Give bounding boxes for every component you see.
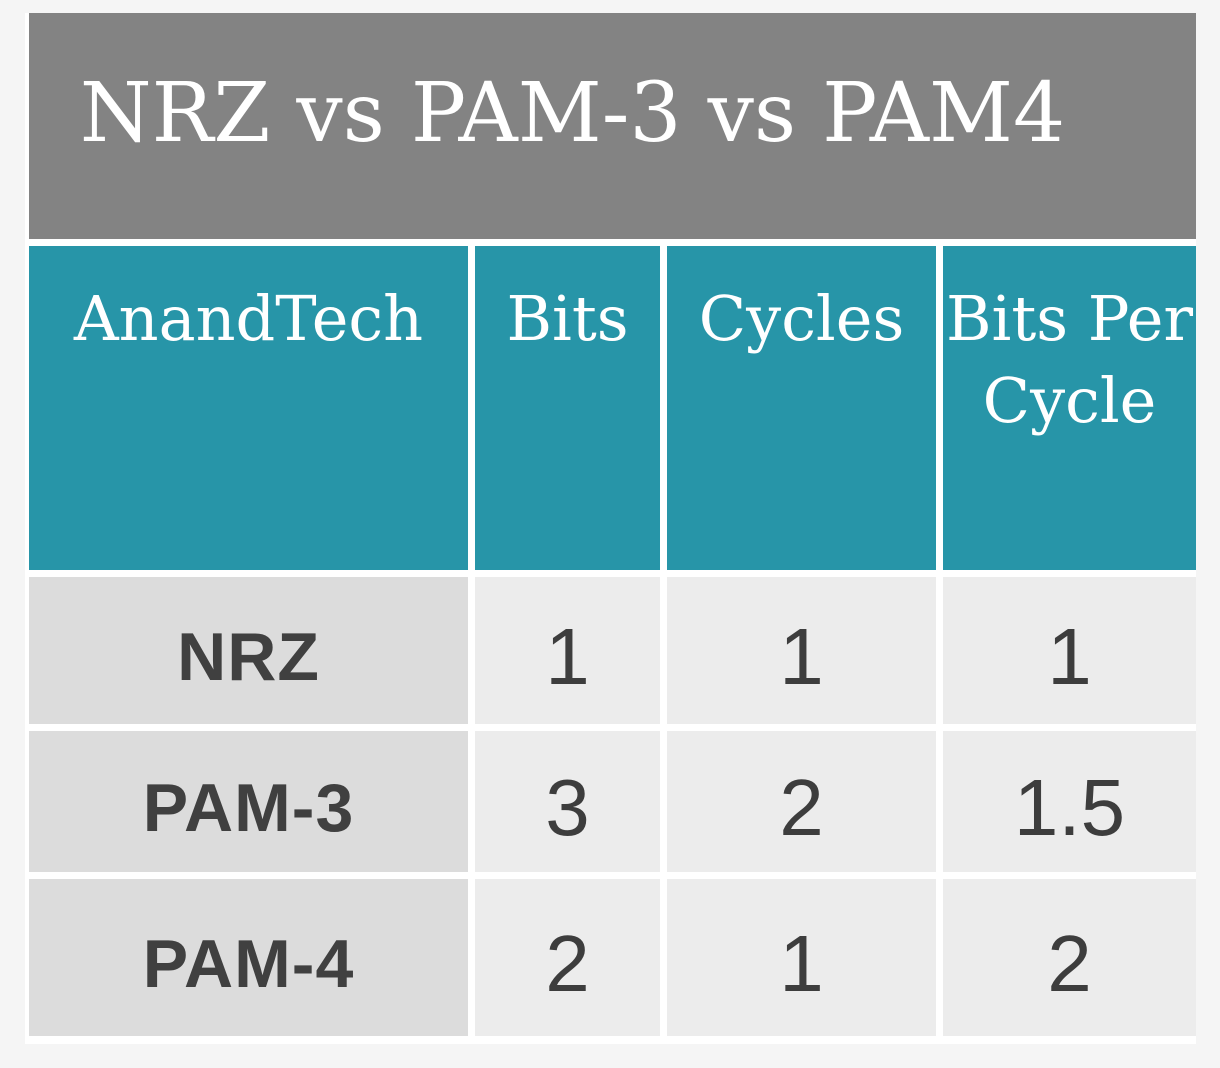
cell-pam3-bits: 3 xyxy=(475,731,660,872)
column-header-bits: Bits xyxy=(475,246,660,570)
cell-pam4-bits: 2 xyxy=(475,879,660,1036)
cell-nrz-bits-per-cycle: 1 xyxy=(943,577,1196,724)
comparison-table: NRZ vs PAM-3 vs PAM4 AnandTech Bits Cycl… xyxy=(25,13,1196,1044)
cell-pam4-bits-per-cycle: 2 xyxy=(943,879,1196,1036)
row-label-nrz: NRZ xyxy=(29,577,468,724)
row-label-pam3: PAM-3 xyxy=(29,731,468,872)
column-header-bits-per-cycle: Bits Per Cycle xyxy=(943,246,1196,570)
cell-pam4-cycles: 1 xyxy=(667,879,936,1036)
table-title: NRZ vs PAM-3 vs PAM4 xyxy=(29,13,1196,239)
row-label-pam4: PAM-4 xyxy=(29,879,468,1036)
column-header-anandtech: AnandTech xyxy=(29,246,468,570)
table-grid: NRZ vs PAM-3 vs PAM4 AnandTech Bits Cycl… xyxy=(29,13,1196,1036)
cell-nrz-bits: 1 xyxy=(475,577,660,724)
cell-pam3-cycles: 2 xyxy=(667,731,936,872)
column-header-cycles: Cycles xyxy=(667,246,936,570)
cell-nrz-cycles: 1 xyxy=(667,577,936,724)
cell-pam3-bits-per-cycle: 1.5 xyxy=(943,731,1196,872)
